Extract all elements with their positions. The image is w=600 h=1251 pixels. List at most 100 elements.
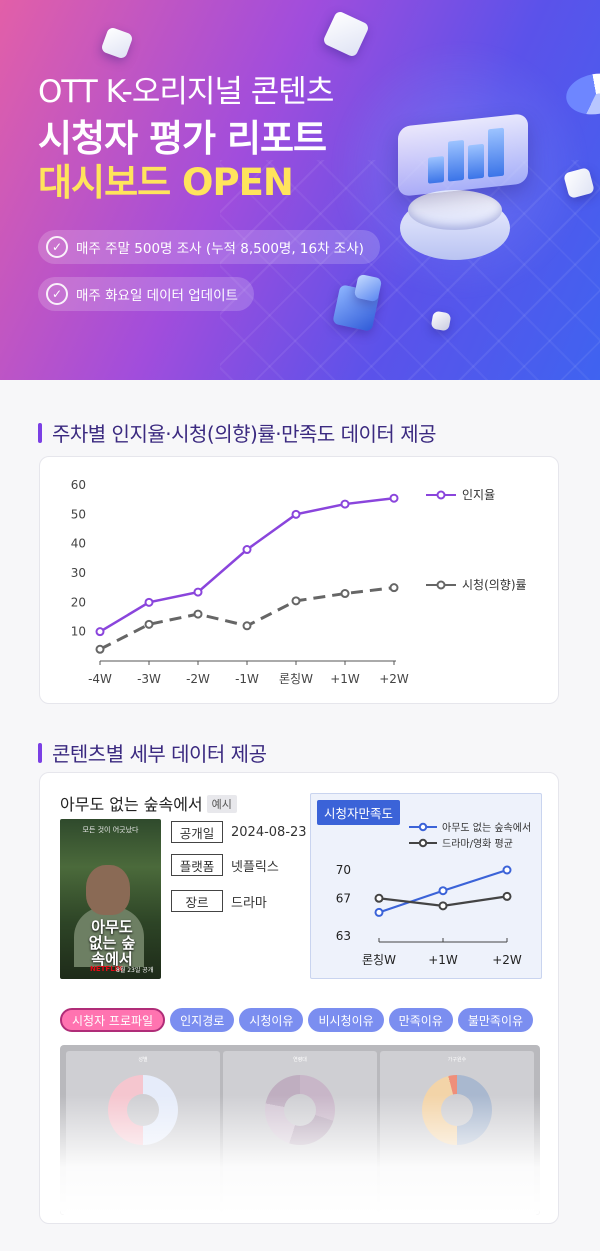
hero-title-line2: 시청자 평가 리포트 — [38, 117, 327, 160]
preview-fade-overlay — [60, 1095, 540, 1215]
legend-marker — [418, 822, 428, 832]
hero-grid-pattern — [220, 160, 600, 380]
tab-viewing-reason[interactable]: 시청이유 — [239, 1008, 304, 1032]
section-heading-content: 콘텐츠별 세부 데이터 제공 — [38, 738, 267, 767]
cube-cluster-decoration — [353, 273, 383, 303]
y-tick-label: 67 — [336, 891, 351, 905]
y-tick-label: 70 — [336, 863, 351, 877]
info-label: 플랫폼 — [171, 854, 223, 876]
heading-accent-bar — [38, 422, 42, 443]
info-row-genre: 장르 드라마 — [171, 890, 267, 912]
check-icon: ✓ — [46, 283, 68, 305]
panel-title: 가구원수 — [447, 1057, 467, 1063]
x-tick-label: +2W — [379, 672, 409, 686]
data-point — [502, 891, 512, 901]
netflix-logo: NETFLIX — [90, 965, 123, 973]
content-title-text: 아무도 없는 숲속에서 — [60, 795, 203, 814]
data-point — [242, 545, 252, 555]
check-icon: ✓ — [46, 236, 68, 258]
info-row-platform: 플랫폼 넷플릭스 — [171, 854, 279, 876]
y-tick-label: 10 — [71, 625, 86, 639]
x-tick-label: -2W — [186, 672, 210, 686]
info-label: 장르 — [171, 890, 223, 912]
hero-feature-pill: ✓ 매주 주말 500명 조사 (누적 8,500명, 16차 조사) — [38, 230, 380, 264]
legend-marker — [436, 580, 446, 590]
content-detail-card: 아무도 없는 숲속에서 예시 모든 것이 어긋났다 아무도 없는 숲속에서 NET… — [39, 772, 559, 1224]
tab-satisfaction-reason[interactable]: 만족이유 — [388, 1008, 453, 1032]
detail-tabs: 시청자 프로파일 인지경로 시청이유 비시청이유 만족이유 불만족이유 — [60, 1008, 534, 1032]
info-row-release: 공개일 2024-08-23 — [171, 821, 307, 843]
section-heading-text: 주차별 인지율·시청(의향)률·만족도 데이터 제공 — [52, 422, 437, 446]
legend-marker — [418, 838, 428, 848]
cube-decoration — [322, 10, 370, 58]
hero-title-line3: 대시보드 OPEN — [38, 161, 294, 204]
legend-label: 아무도 없는 숲속에서 — [442, 821, 531, 834]
x-tick-label: -1W — [235, 672, 259, 686]
data-point — [95, 627, 105, 637]
data-point — [340, 589, 350, 599]
y-tick-label: 20 — [71, 595, 86, 609]
data-point — [242, 621, 252, 631]
y-tick-label: 50 — [71, 507, 86, 521]
info-value: 2024-08-23 — [231, 824, 307, 840]
poster-tagline: 모든 것이 어긋났다 — [82, 826, 139, 834]
tab-dissatisfaction-reason[interactable]: 불만족이유 — [457, 1008, 534, 1032]
data-point — [95, 644, 105, 654]
tab-awareness-path[interactable]: 인지경로 — [170, 1008, 235, 1032]
data-point — [340, 499, 350, 509]
data-point — [193, 609, 203, 619]
section-heading-text: 콘텐츠별 세부 데이터 제공 — [52, 742, 267, 766]
data-point — [374, 893, 384, 903]
content-poster: 모든 것이 어긋났다 아무도 없는 숲속에서 NETFLIX 8월 23일 공개 — [60, 819, 161, 979]
section-heading-weekly: 주차별 인지율·시청(의향)률·만족도 데이터 제공 — [38, 418, 437, 447]
info-value: 드라마 — [231, 895, 267, 911]
legend-label: 시청(의향)률 — [462, 578, 527, 592]
y-tick-label: 30 — [71, 566, 86, 580]
series-line-0 — [99, 496, 395, 633]
x-tick-label: +1W — [428, 953, 458, 967]
x-tick-label: +1W — [330, 672, 360, 686]
legend-label: 드라마/영화 평균 — [442, 838, 513, 850]
hero-banner: OTT K-오리지널 콘텐츠 시청자 평가 리포트 대시보드 OPEN ✓ 매주… — [0, 0, 600, 380]
tab-viewer-profile[interactable]: 시청자 프로파일 — [60, 1008, 166, 1032]
x-tick-label: -4W — [88, 672, 112, 686]
heading-accent-bar — [38, 742, 42, 763]
data-point — [389, 583, 399, 593]
cube-decoration — [100, 26, 134, 60]
satisfaction-chart-title: 시청자만족도 — [317, 800, 401, 825]
data-point — [438, 886, 448, 896]
data-point — [374, 907, 384, 917]
hero-title-line1: OTT K-오리지널 콘텐츠 — [38, 74, 334, 110]
data-point — [502, 865, 512, 875]
data-point — [438, 901, 448, 911]
hero-feature-pill: ✓ 매주 화요일 데이터 업데이트 — [38, 277, 254, 311]
y-tick-label: 40 — [71, 537, 86, 551]
poster-title: 아무도 없는 숲속에서 — [88, 918, 136, 968]
series-line-1 — [99, 586, 395, 651]
data-point — [291, 596, 301, 606]
x-tick-label: +2W — [492, 953, 522, 967]
data-point — [193, 587, 203, 597]
info-label: 공개일 — [171, 821, 223, 843]
y-tick-label: 63 — [336, 929, 351, 943]
bar-chart-device-icon — [398, 113, 528, 197]
legend-label: 인지율 — [462, 488, 495, 502]
example-tag: 예시 — [206, 795, 237, 813]
y-tick-label: 60 — [71, 478, 86, 492]
weekly-line-chart: 10 20 30 40 50 60 -4W -3W -2W -1W 론칭W +1W +2W 인지율시청(의… — [71, 478, 527, 686]
x-tick-label: 론칭W — [362, 953, 396, 967]
poster-date: 8월 23일 공개 — [116, 967, 154, 974]
data-point — [389, 493, 399, 503]
panel-title: 연령대 — [293, 1057, 307, 1063]
pedestal-top-decoration — [408, 190, 502, 230]
content-title: 아무도 없는 숲속에서 예시 — [60, 791, 237, 815]
x-tick-label: 론칭W — [279, 672, 313, 686]
legend-marker — [436, 490, 446, 500]
hero-feature-text: 매주 주말 500명 조사 (누적 8,500명, 16차 조사) — [76, 241, 364, 257]
x-tick-label: -3W — [137, 672, 161, 686]
tab-nonviewing-reason[interactable]: 비시청이유 — [308, 1008, 384, 1032]
data-point — [144, 597, 154, 607]
